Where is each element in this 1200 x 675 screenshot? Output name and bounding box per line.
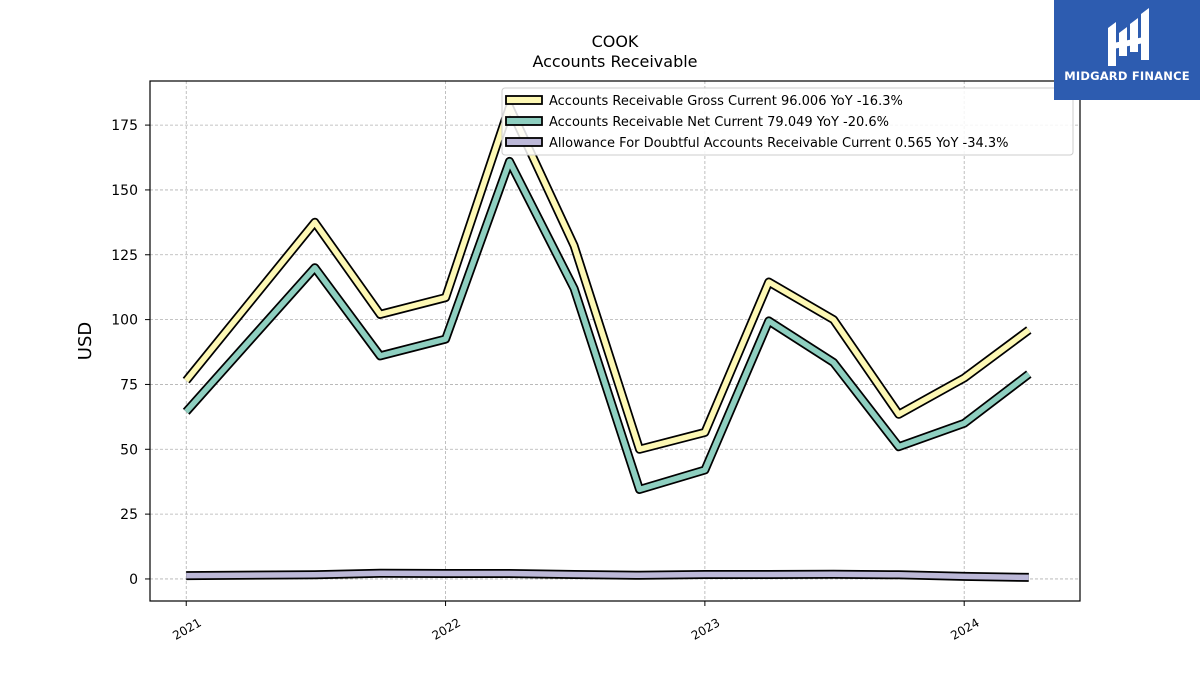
series-line <box>184 104 1031 453</box>
chart-subtitle: Accounts Receivable <box>532 52 697 71</box>
legend: Accounts Receivable Gross Current 96.006… <box>501 87 1074 156</box>
y-tick-label: 75 <box>120 377 138 393</box>
y-tick-label: 125 <box>111 248 138 264</box>
brand-name: MIDGARD FINANCE <box>1064 69 1190 83</box>
plot-frame <box>149 80 1081 602</box>
legend-swatch <box>505 95 543 105</box>
x-tick-label: 2022 <box>430 615 463 642</box>
y-tick-label: 100 <box>111 313 138 329</box>
series-lines <box>182 102 1032 582</box>
x-axis-ticks: 2021 2022 2023 2024 <box>170 601 982 643</box>
chart-title: COOK <box>592 32 639 51</box>
x-tick-label: 2024 <box>948 615 981 642</box>
y-tick-label: 0 <box>129 572 138 588</box>
grid <box>150 81 1080 601</box>
x-tick-label: 2023 <box>689 615 722 642</box>
legend-label: Accounts Receivable Gross Current 96.006… <box>549 94 903 109</box>
legend-swatch <box>505 137 543 147</box>
y-axis-label: USD <box>75 322 96 360</box>
series-line <box>184 158 1031 493</box>
x-tick-label: 2021 <box>170 615 203 642</box>
y-tick-label: 175 <box>111 118 138 134</box>
brand-logo: MIDGARD FINANCE <box>1054 0 1200 100</box>
y-axis-ticks: 0 25 50 75 100 125 150 175 <box>111 118 150 588</box>
series-outline <box>182 156 1032 494</box>
legend-label: Allowance For Doubtful Accounts Receivab… <box>549 136 1009 151</box>
series-line <box>186 570 1029 581</box>
legend-swatch <box>505 116 543 126</box>
y-tick-label: 50 <box>120 442 138 458</box>
legend-box <box>501 87 1074 156</box>
legend-label: Accounts Receivable Net Current 79.049 Y… <box>549 115 889 130</box>
y-tick-label: 25 <box>120 507 138 523</box>
y-tick-label: 150 <box>111 183 138 199</box>
midgard-logo-icon <box>1108 8 1149 66</box>
